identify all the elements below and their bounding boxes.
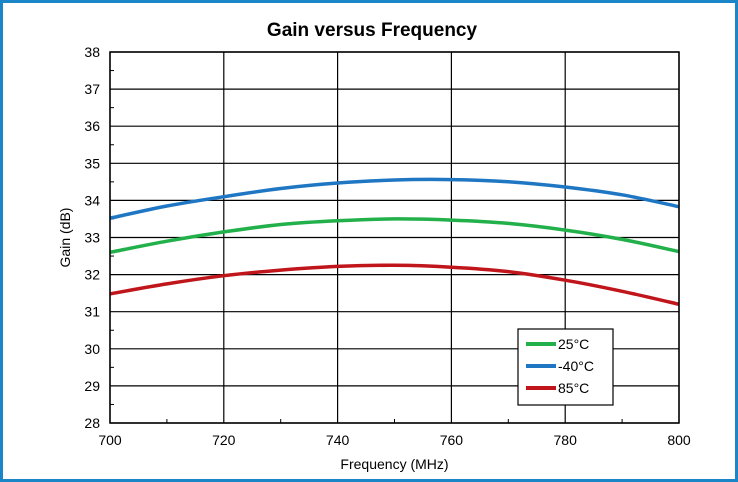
y-tick-label: 31 bbox=[84, 304, 100, 320]
series-line-1 bbox=[109, 177, 680, 220]
legend-label: 25°C bbox=[558, 336, 589, 352]
y-tick-label: 29 bbox=[84, 378, 100, 394]
y-tick-label: 34 bbox=[84, 192, 100, 208]
y-tick-label: 33 bbox=[84, 230, 100, 246]
gain-chart: Gain versus Frequency 28 29 30 31 32 33 34 35 36… bbox=[57, 20, 691, 472]
legend-label: -40°C bbox=[558, 358, 594, 374]
y-tick-label: 35 bbox=[84, 155, 100, 171]
y-tick-label: 38 bbox=[84, 44, 100, 60]
plot-border bbox=[109, 51, 680, 424]
series-lines bbox=[109, 177, 680, 307]
series-line-2 bbox=[109, 263, 680, 307]
x-tick-label: 800 bbox=[667, 432, 691, 448]
y-tick-label: 28 bbox=[84, 415, 100, 431]
x-tick-label: 700 bbox=[98, 432, 122, 448]
x-axis-label: Frequency (MHz) bbox=[340, 456, 448, 472]
x-tick-label: 740 bbox=[326, 432, 350, 448]
legend: 25°C -40°C 85°C bbox=[517, 328, 614, 406]
y-tick-label: 32 bbox=[84, 267, 100, 283]
x-tick-label: 780 bbox=[554, 432, 578, 448]
x-tick-label: 760 bbox=[440, 432, 464, 448]
legend-box bbox=[517, 328, 614, 406]
y-axis-label: Gain (dB) bbox=[57, 208, 73, 268]
x-tick-label: 720 bbox=[212, 432, 236, 448]
tick-labels: 28 29 30 31 32 33 34 35 36 37 38 700 720 740 760 780 800 bbox=[84, 44, 690, 448]
y-tick-label: 30 bbox=[84, 341, 100, 357]
y-tick-label: 37 bbox=[84, 81, 100, 97]
y-tick-label: 36 bbox=[84, 118, 100, 134]
chart-title: Gain versus Frequency bbox=[267, 20, 478, 41]
legend-label: 85°C bbox=[558, 380, 589, 396]
series-line-0 bbox=[109, 217, 680, 255]
